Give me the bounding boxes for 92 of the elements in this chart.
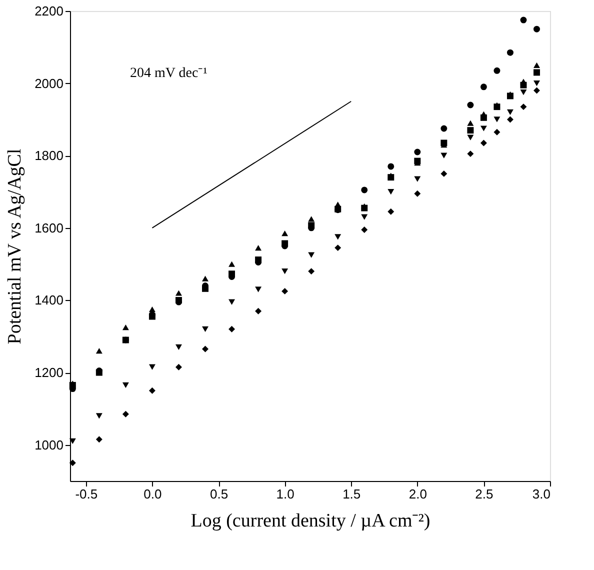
point (148, 306, 156, 312)
point (308, 252, 315, 258)
point (467, 134, 474, 140)
point (480, 140, 487, 146)
point (534, 26, 540, 32)
point (388, 208, 394, 215)
point (520, 90, 527, 96)
y-tick-label: 2200 (34, 4, 64, 18)
point (202, 285, 208, 292)
x-tick-label: 0.5 (210, 486, 228, 502)
point (520, 104, 527, 110)
point (282, 240, 288, 247)
annotation: 204 mV dec⁻¹ (130, 66, 208, 81)
y-axis-title: Potential mV vs Ag/AgCl (4, 148, 26, 344)
point (228, 326, 236, 332)
point (534, 62, 540, 68)
point (255, 308, 262, 314)
point (282, 268, 288, 274)
point (414, 190, 421, 197)
point (228, 299, 236, 305)
point (506, 116, 514, 123)
y-tick-label: 1600 (34, 220, 64, 236)
y-tick-label: 1200 (34, 365, 64, 380)
point (440, 152, 448, 158)
point (440, 170, 448, 177)
point (520, 78, 527, 84)
point (69, 460, 76, 466)
point (334, 234, 342, 240)
point (122, 410, 129, 418)
x-tick-label: 3.0 (532, 486, 550, 502)
x-tick-label: 0.0 (144, 486, 162, 502)
point (467, 120, 474, 126)
point (494, 116, 500, 122)
point (282, 288, 288, 294)
point (228, 270, 236, 278)
x-tick-label: 1.0 (276, 486, 294, 502)
point (467, 150, 474, 158)
point (467, 102, 474, 108)
point (520, 16, 527, 24)
point (534, 87, 540, 94)
point (414, 176, 421, 182)
point (388, 188, 394, 195)
point (255, 245, 262, 251)
point (308, 216, 315, 222)
point (122, 324, 129, 330)
y-tick-label: 2000 (34, 76, 64, 91)
point (175, 344, 182, 350)
y-tick-label: 1800 (34, 148, 64, 164)
point (388, 172, 394, 178)
point (494, 102, 500, 108)
point (414, 148, 421, 156)
point (506, 49, 514, 56)
point (334, 244, 342, 252)
x-tick-label: 1.5 (342, 486, 361, 502)
point (467, 127, 474, 134)
y-tick-label: 1000 (34, 437, 64, 452)
x-tick-label: 2.5 (475, 486, 494, 502)
point (480, 84, 487, 90)
point (534, 80, 540, 86)
point (361, 186, 368, 194)
point (506, 109, 514, 116)
point (202, 326, 208, 332)
point (361, 214, 368, 220)
point (175, 290, 182, 296)
x-axis-title: Log (current density / µA cm⁻²) (190, 510, 430, 532)
point (494, 67, 500, 74)
point (308, 222, 315, 229)
point (122, 382, 129, 388)
point (308, 268, 315, 275)
point (494, 128, 500, 136)
point (148, 387, 156, 394)
point (96, 413, 102, 419)
point (361, 226, 368, 233)
point (534, 69, 540, 76)
y-tick-label: 1400 (34, 292, 64, 308)
point (175, 364, 182, 370)
point (255, 256, 262, 263)
point (440, 125, 448, 132)
x-tick-label: 2.0 (408, 486, 427, 502)
point (69, 438, 76, 444)
point (96, 436, 102, 443)
point (388, 163, 394, 170)
point (334, 202, 342, 208)
point (202, 346, 208, 352)
point (282, 230, 288, 236)
point (480, 126, 487, 132)
point (228, 261, 236, 267)
x-tick-label: -0.5 (75, 486, 98, 502)
point (202, 276, 208, 282)
point (148, 364, 156, 370)
point (96, 348, 102, 354)
point (255, 286, 262, 292)
